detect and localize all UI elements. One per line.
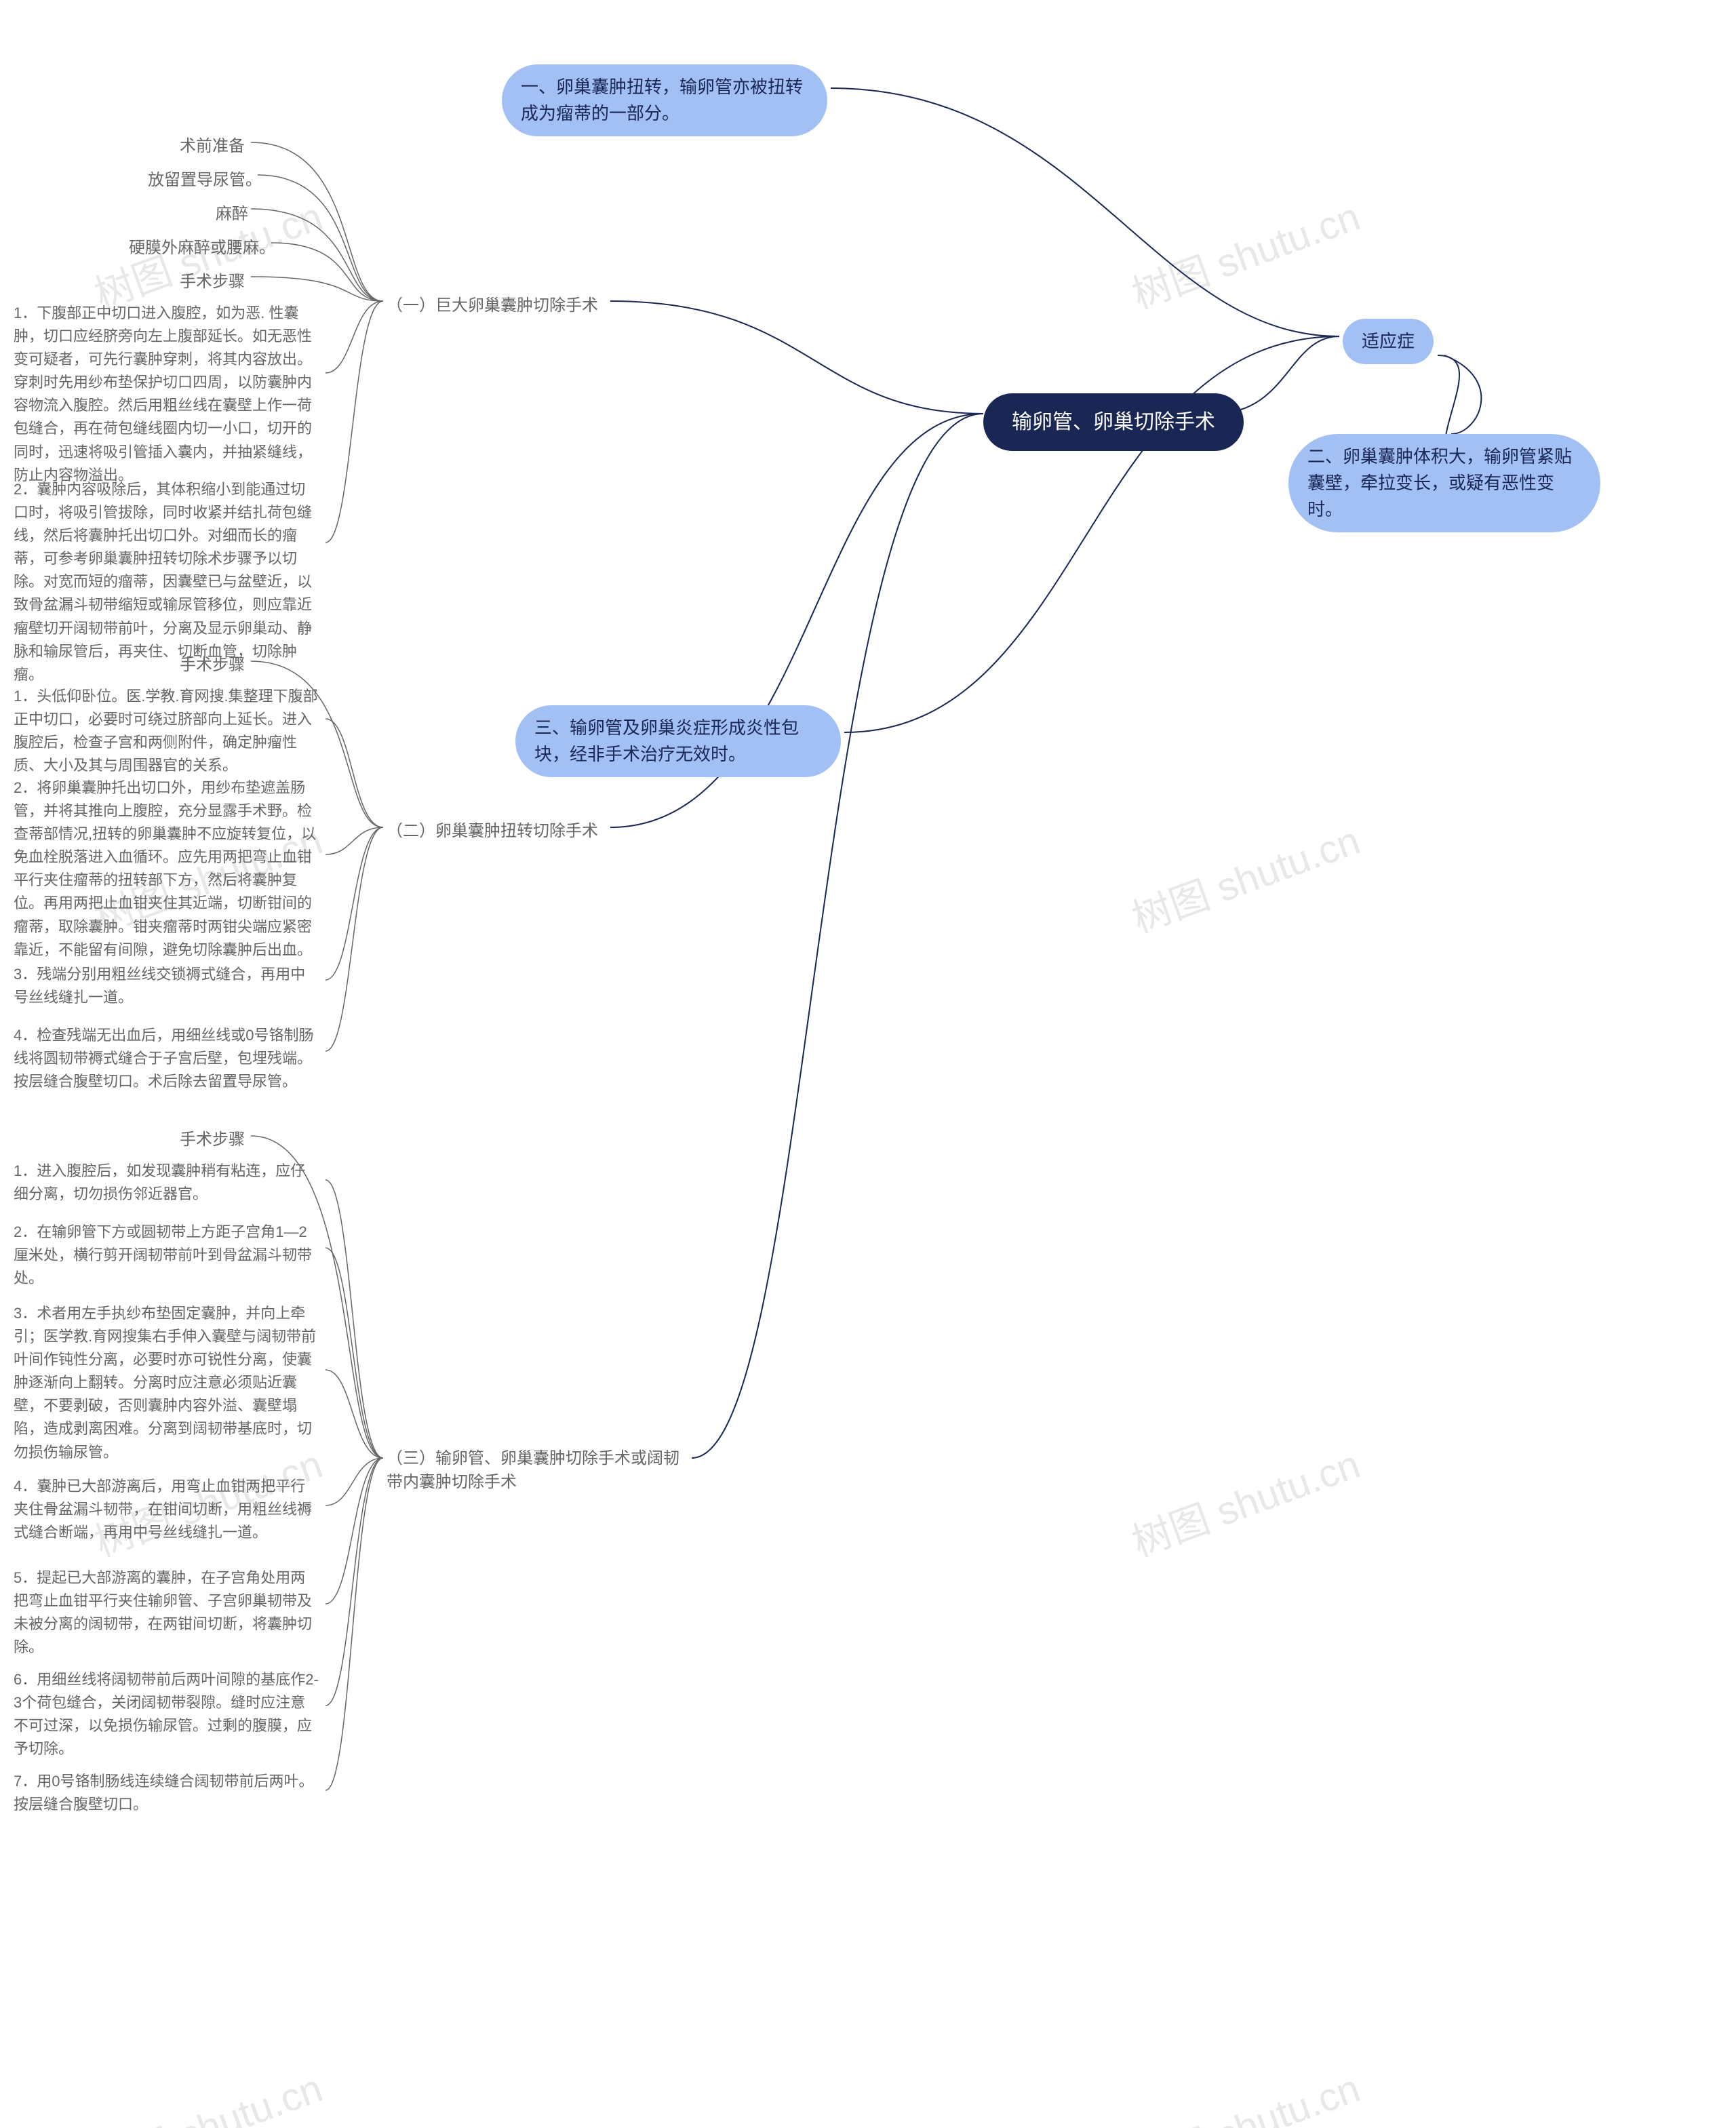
section3-step3: 3．术者用左手执纱布垫固定囊肿，并向上牵引；医学教.育网搜集右手伸入囊壁与阔韧带… (14, 1302, 319, 1464)
section1-preop-detail: 放留置导尿管。 (148, 166, 262, 190)
section3-title[interactable]: （三）输卵管、卵巢囊肿切除手术或阔韧带内囊肿切除手术 (387, 1444, 685, 1492)
watermark: 树图 shutu.cn (1123, 2056, 1366, 2128)
section2-steps: 手术步骤 (180, 651, 245, 675)
section1-preop: 术前准备 (180, 132, 245, 156)
section2-step1: 1．头低仰卧位。医.学教.育网搜.集整理下腹部正中切口，必要时可绕过脐部向上延长… (14, 685, 319, 777)
section3-step1: 1．进入腹腔后，如发现囊肿稍有粘连，应仔细分离，切勿损伤邻近器官。 (14, 1160, 319, 1206)
branch-label: 三、输卵管及卵巢炎症形成炎性包块，经非手术治疗无效时。 (515, 705, 841, 777)
branch-indications[interactable]: 适应症 (1343, 319, 1434, 364)
root-label: 输卵管、卵巢切除手术 (983, 393, 1244, 451)
section1-step1: 1．下腹部正中切口进入腹腔，如为恶. 性囊肿，切口应经脐旁向左上腹部延长。如无恶… (14, 302, 319, 487)
section2-step3: 3．残端分别用粗丝线交锁褥式缝合，再用中号丝线缝扎一道。 (14, 963, 319, 1009)
section1-steps: 手术步骤 (180, 268, 245, 292)
section2-title[interactable]: （二）卵巢囊肿扭转切除手术 (387, 817, 598, 841)
branch-item2[interactable]: 二、卵巢囊肿体积大，输卵管紧贴囊壁，牵拉变长，或疑有恶性变时。 (1288, 434, 1600, 532)
section3-step6: 6．用细丝线将阔韧带前后两叶间隙的基底作2-3个荷包缝合，关闭阔韧带裂隙。缝时应… (14, 1668, 319, 1760)
section1-anes: 麻醉 (216, 200, 248, 224)
branch-label: 适应症 (1343, 319, 1434, 364)
section3-step5: 5．提起已大部游离的囊肿，在子宫角处用两把弯止血钳平行夹住输卵管、子宫卵巢韧带及… (14, 1567, 319, 1659)
section3-step2: 2．在输卵管下方或圆韧带上方距子宫角1—2厘米处，横行剪开阔韧带前叶到骨盆漏斗韧… (14, 1221, 319, 1290)
section2-step4: 4．检查残端无出血后，用细丝线或0号铬制肠线将圆韧带褥式缝合于子宫后壁，包埋残端… (14, 1024, 319, 1093)
section1-anes-detail: 硬膜外麻醉或腰麻。 (129, 234, 275, 258)
branch-item1[interactable]: 一、卵巢囊肿扭转，输卵管亦被扭转成为瘤蒂的一部分。 (502, 64, 827, 136)
branch-label: 一、卵巢囊肿扭转，输卵管亦被扭转成为瘤蒂的一部分。 (502, 64, 827, 136)
watermark: 树图 shutu.cn (85, 2056, 329, 2128)
watermark: 树图 shutu.cn (1123, 184, 1366, 319)
section1-title[interactable]: （一）巨大卵巢囊肿切除手术 (387, 292, 598, 315)
section3-step4: 4．囊肿已大部游离后，用弯止血钳两把平行夹住骨盆漏斗韧带，在钳间切断，用粗丝线褥… (14, 1475, 319, 1544)
section3-steps: 手术步骤 (180, 1126, 245, 1149)
section3-step7: 7．用0号铬制肠线连续缝合阔韧带前后两叶。按层缝合腹壁切口。 (14, 1770, 319, 1816)
root-node[interactable]: 输卵管、卵巢切除手术 (983, 393, 1244, 451)
section1-step2: 2．囊肿内容吸除后，其体积缩小到能通过切口时，将吸引管拔除，同时收紧并结扎荷包缝… (14, 478, 319, 686)
watermark: 树图 shutu.cn (1123, 808, 1366, 943)
branch-label: 二、卵巢囊肿体积大，输卵管紧贴囊壁，牵拉变长，或疑有恶性变时。 (1288, 434, 1600, 532)
section2-step2: 2．将卵巢囊肿托出切口外，用纱布垫遮盖肠管，并将其推向上腹腔，充分显露手术野。检… (14, 776, 319, 962)
branch-item3[interactable]: 三、输卵管及卵巢炎症形成炎性包块，经非手术治疗无效时。 (515, 705, 841, 777)
watermark: 树图 shutu.cn (1123, 1432, 1366, 1567)
